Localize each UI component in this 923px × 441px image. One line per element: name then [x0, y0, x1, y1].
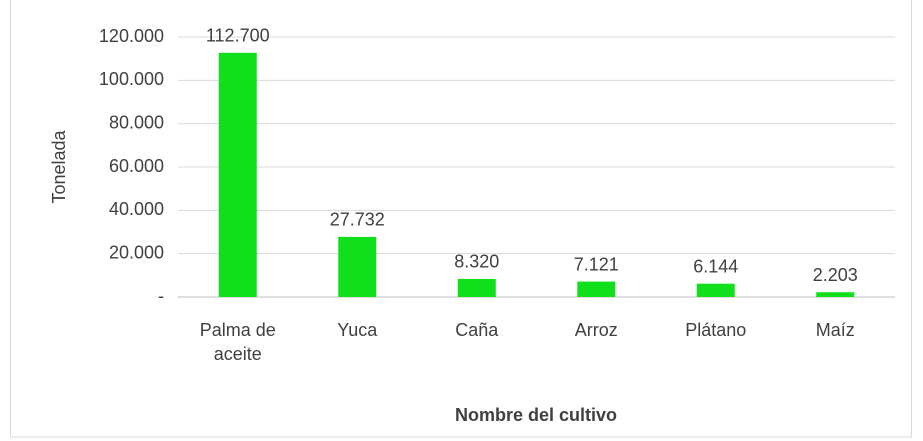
data-label: 2.203 [813, 265, 858, 285]
y-axis-title: Tonelada [49, 129, 69, 203]
y-tick-label: - [158, 286, 164, 306]
data-label: 6.144 [693, 256, 738, 276]
data-label: 27.732 [330, 210, 385, 230]
bar [816, 292, 855, 297]
y-tick-label: 80.000 [109, 112, 164, 132]
bar [218, 52, 257, 297]
x-tick-label: Maíz [815, 320, 855, 340]
bar [577, 281, 616, 297]
x-tick-label: Caña [455, 320, 499, 340]
bar [696, 283, 735, 297]
data-label: 112.700 [206, 26, 270, 46]
x-tick-label: Plátano [685, 320, 747, 340]
y-tick-label: 60.000 [109, 156, 164, 176]
data-label: 8.320 [454, 252, 499, 272]
x-axis-title: Nombre del cultivo [455, 405, 617, 425]
y-tick-label: 100.000 [99, 69, 164, 89]
x-tick-label: Arroz [574, 320, 618, 340]
bar [338, 236, 377, 297]
y-tick-label: 120.000 [99, 26, 164, 46]
y-tick-label: 20.000 [109, 242, 164, 262]
x-tick-label: Palma de aceite [199, 320, 276, 364]
chart-border [10, 0, 912, 438]
bar [457, 278, 496, 297]
x-tick-label: Yuca [337, 320, 378, 340]
y-tick-label: 40.000 [109, 199, 164, 219]
data-label: 7.121 [574, 254, 619, 274]
